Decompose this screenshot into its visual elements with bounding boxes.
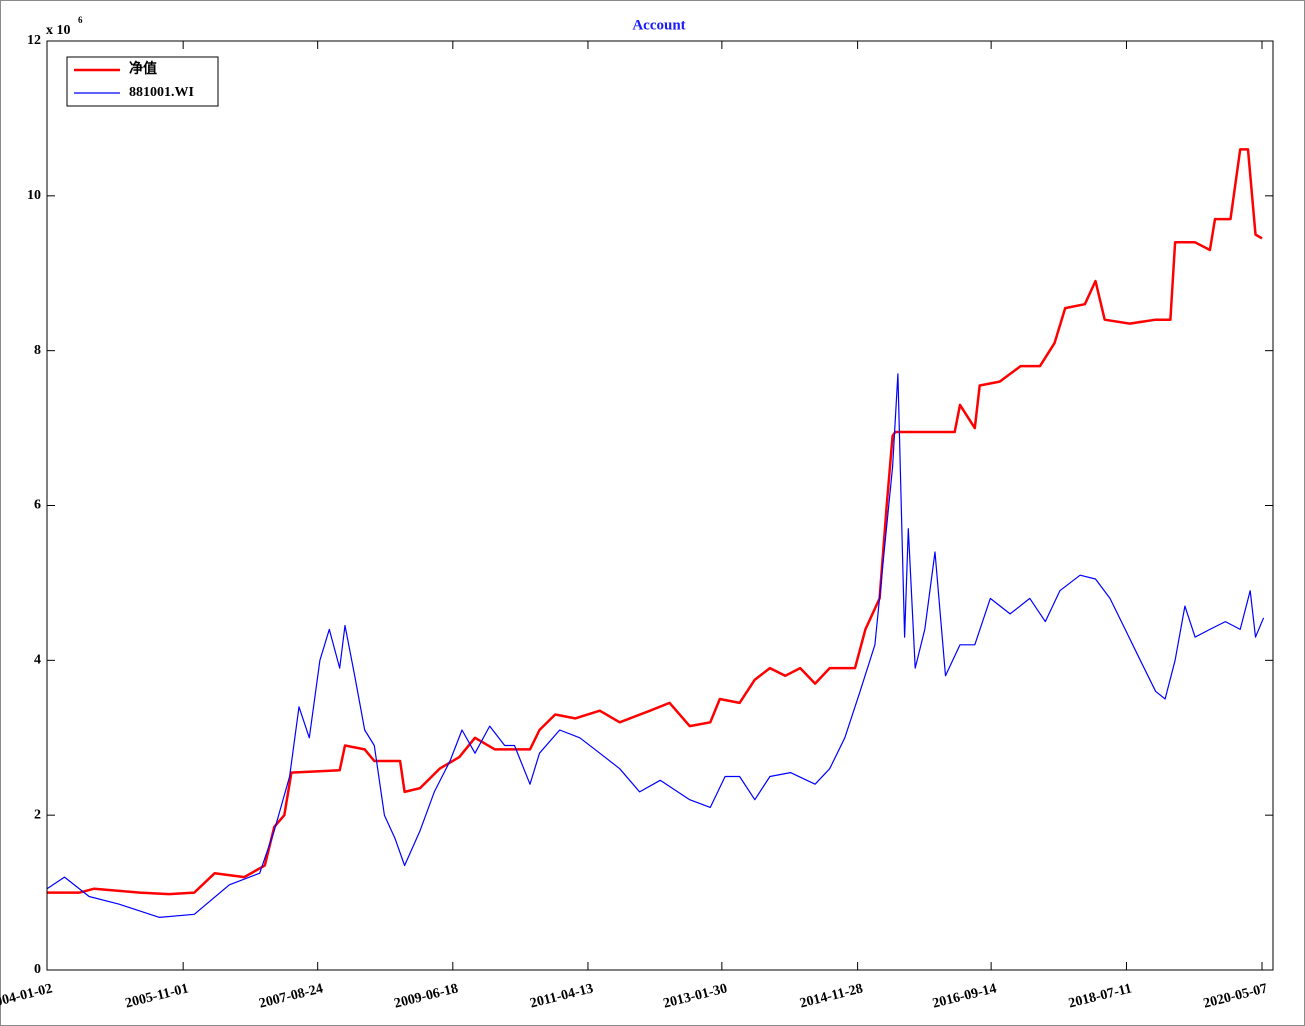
legend: 净值 881001.WI xyxy=(66,56,219,107)
legend-box xyxy=(66,56,219,107)
legend-label: 881001.WI xyxy=(129,85,194,100)
series-line xyxy=(47,148,1263,896)
y-tick-label: 2 xyxy=(34,807,41,822)
y-tick-label: 12 xyxy=(27,33,41,48)
y-tick-label: 0 xyxy=(34,962,41,977)
plot-area xyxy=(47,41,1273,970)
y-tick-label: 8 xyxy=(34,343,41,358)
y-tick-label: 6 xyxy=(34,498,41,513)
legend-label: 净值 xyxy=(129,60,157,77)
y-scale-exponent: 6 xyxy=(78,15,83,25)
y-scale-base: x 10 xyxy=(46,23,71,38)
series-line xyxy=(46,373,1265,919)
y-tick-label: 4 xyxy=(34,653,41,668)
chart-title: Account xyxy=(632,17,685,33)
y-tick-label: 10 xyxy=(27,188,41,203)
